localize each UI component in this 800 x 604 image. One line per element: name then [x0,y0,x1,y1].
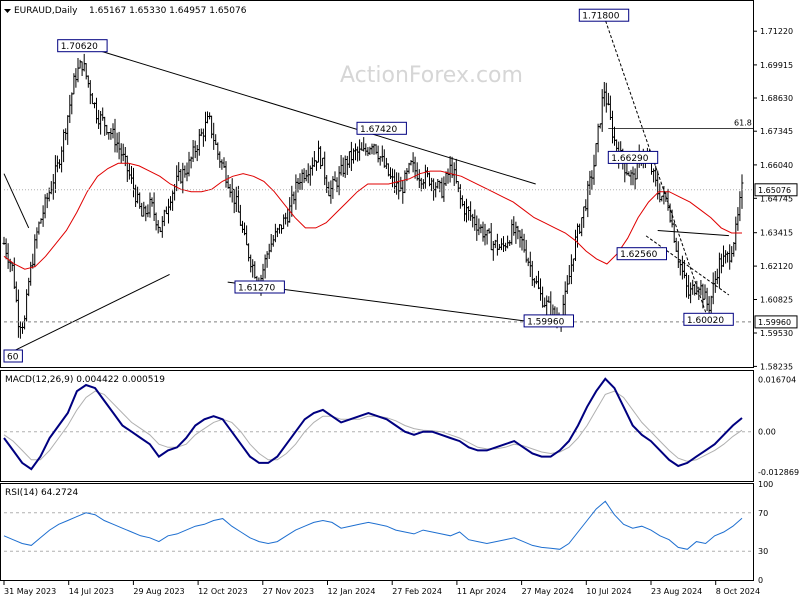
x-tick-label: 27 Feb 2024 [392,587,442,596]
macd-title: MACD(12,26,9) 0.004422 0.000519 [5,375,165,385]
price-annotation-box [523,314,574,328]
x-tick-label: 29 Aug 2023 [133,587,184,596]
price-annotation-box [356,121,407,135]
rsi-y-tick-label: 70 [758,509,768,518]
price-annotation-label: 1.61270 [238,284,275,294]
price-annotation-label: 1.66290 [611,154,648,164]
trendline [3,273,170,357]
price-annotation-label: 1.59960 [527,317,564,327]
macd-y-tick-label: 0.016704 [758,376,796,385]
support-price-tag-label: 1.59960 [758,318,791,327]
axis-layer: 1.71220 1.69915 1.68630 1.67345 1.66040 1.647… [3,27,799,596]
rsi-title: RSI(14) 64.2724 [5,488,78,498]
x-tick-label: 27 May 2024 [522,587,574,596]
price-y-tick-label: 1.69915 [760,61,793,70]
x-tick-label: 31 May 2023 [4,587,56,596]
macd-panel-frame [0,370,754,482]
macd-layer [3,377,753,471]
price-annotation-box [3,349,23,363]
symbol-label: EURAUD,Daily [14,6,78,16]
rsi-line [3,500,743,550]
watermark: ActionForex.com [340,63,523,88]
trendline [657,230,729,237]
price-annotation-box [616,247,667,261]
support-price-tag [754,315,798,329]
x-tick-label: 11 Apr 2024 [457,587,506,596]
price-y-tick-label: 1.63415 [760,229,793,238]
price-annotation-label: 1.70620 [61,42,98,52]
price-layer: 61.8 1.70620 1.67420 1.61270 1.59960 1.71800 1… [2,8,753,363]
x-tick-label: 23 Aug 2024 [651,587,702,596]
price-annotation-box [234,280,285,294]
x-tick-label: 12 Oct 2023 [198,587,247,596]
price-y-tick-label: 1.58235 [760,362,793,371]
current-price-tag [754,183,798,197]
dropdown-triangle-icon [4,9,11,13]
price-y-tick-label: 1.66040 [760,161,793,170]
macd-y-tick-label: -0.012869 [758,468,799,477]
price-annotation-box [683,312,734,326]
fib-618-label: 61.8 [734,119,752,128]
x-tick-label: 10 Jul 2024 [586,587,631,596]
price-annotation-box [57,39,108,53]
x-tick-label: 12 Jan 2024 [328,587,376,596]
x-tick-label: 8 Oct 2024 [716,587,760,596]
price-annotation-label: 1.71800 [582,12,619,22]
x-tick-label: 14 Jul 2023 [69,587,114,596]
rsi-layer [3,500,753,552]
trendline [645,235,730,296]
price-header: EURAUD,Daily 1.65167 1.65330 1.64957 1.6… [4,6,247,16]
trendline [3,173,30,229]
macd-y-tick-label: 0.00 [758,428,776,437]
macd-signal-line [3,390,743,462]
price-y-tick-label: 1.60825 [760,296,793,305]
price-annotation-label: 60 [7,353,19,363]
x-tick-label: 27 Nov 2023 [263,587,314,596]
rsi-panel-frame [0,483,754,581]
price-y-tick-label: 1.59530 [760,329,793,338]
price-annotation-label: 1.62560 [620,250,657,260]
price-y-tick-label: 1.71220 [760,27,793,36]
price-annotation-label: 1.67420 [360,125,397,135]
ohlc-label: 1.65167 1.65330 1.64957 1.65076 [89,6,247,16]
rsi-y-tick-label: 30 [758,547,768,556]
trendline [75,42,536,185]
price-annotation-label: 1.60020 [687,316,724,326]
price-annotation-box [607,150,659,164]
price-y-tick-label: 1.64745 [760,194,793,203]
current-price-tag-label: 1.65076 [758,186,791,195]
price-y-tick-label: 1.67345 [760,127,793,136]
price-y-tick-label: 1.62120 [760,262,793,271]
price-annotation-box [578,8,630,22]
rsi-y-tick-label: 0 [758,576,763,585]
rsi-y-tick-label: 100 [758,480,773,489]
trendline [603,16,710,321]
macd-line [3,377,743,471]
price-y-tick-label: 1.68630 [760,94,793,103]
